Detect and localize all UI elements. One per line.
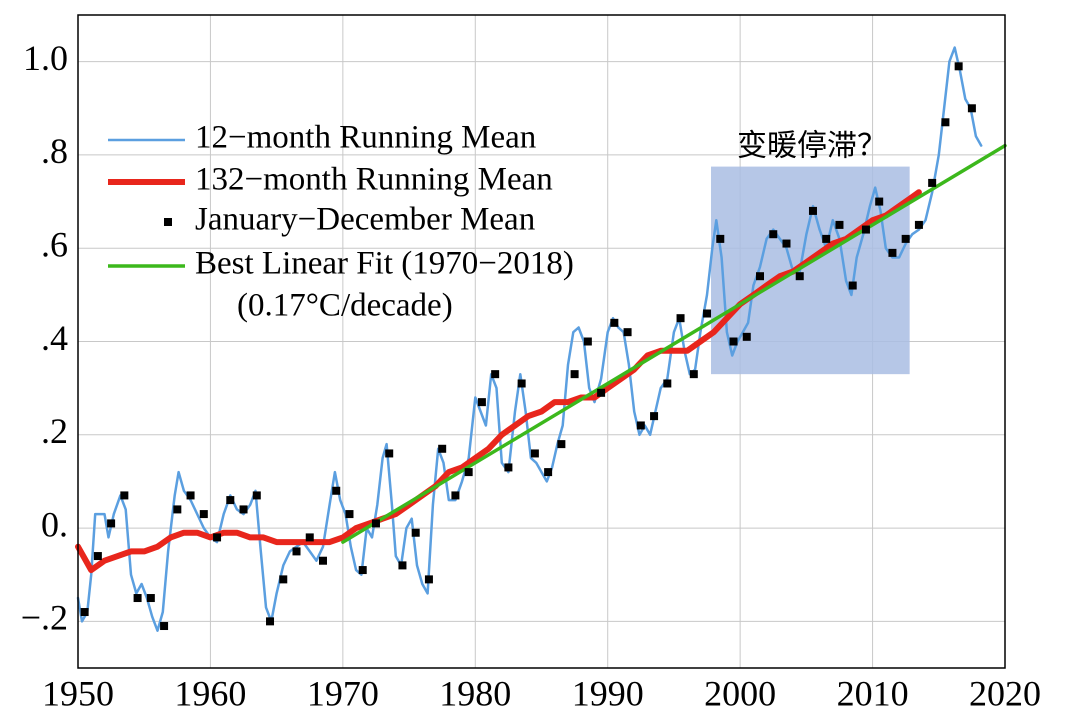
data-point bbox=[438, 444, 447, 453]
data-point bbox=[689, 370, 698, 379]
x-tick-label: 2000 bbox=[704, 673, 776, 713]
data-point bbox=[967, 104, 976, 113]
data-point bbox=[239, 505, 248, 514]
data-point bbox=[213, 533, 222, 542]
data-point bbox=[570, 370, 579, 379]
legend-label: 132−month Running Mean bbox=[195, 162, 553, 198]
data-point bbox=[941, 118, 950, 127]
data-point bbox=[133, 594, 142, 603]
data-point bbox=[279, 575, 288, 584]
plot-frame bbox=[77, 14, 1006, 669]
legend-label: Best Linear Fit (1970−2018) bbox=[195, 246, 574, 282]
data-point bbox=[663, 379, 672, 388]
data-point bbox=[477, 398, 486, 407]
data-point bbox=[795, 272, 804, 281]
data-point bbox=[93, 552, 102, 561]
data-point bbox=[914, 220, 923, 229]
data-point bbox=[332, 486, 341, 495]
data-point bbox=[371, 519, 380, 528]
data-point bbox=[411, 528, 420, 537]
x-tick-label: 1960 bbox=[174, 673, 246, 713]
data-point bbox=[385, 449, 394, 458]
data-point bbox=[729, 337, 738, 346]
data-point bbox=[491, 370, 500, 379]
data-point bbox=[928, 178, 937, 187]
data-point bbox=[186, 491, 195, 500]
data-point bbox=[345, 510, 354, 519]
y-tick-label: .8 bbox=[41, 131, 68, 171]
data-point bbox=[557, 440, 566, 449]
data-point bbox=[583, 337, 592, 346]
legend-label: 12−month Running Mean bbox=[195, 120, 536, 156]
data-point bbox=[266, 617, 275, 626]
x-tick-label: 1970 bbox=[307, 673, 379, 713]
data-point bbox=[742, 332, 751, 341]
data-point bbox=[107, 519, 116, 528]
data-point bbox=[464, 468, 473, 477]
data-point bbox=[623, 328, 632, 337]
y-tick-label: −.2 bbox=[21, 598, 68, 638]
x-tick-label: 2010 bbox=[837, 673, 909, 713]
data-line bbox=[341, 143, 1007, 544]
data-point bbox=[292, 547, 301, 556]
x-tick-label: 1950 bbox=[42, 673, 114, 713]
data-point bbox=[875, 197, 884, 206]
data-point bbox=[769, 230, 778, 239]
data-point bbox=[650, 412, 659, 421]
data-point bbox=[504, 463, 513, 472]
data-point bbox=[861, 225, 870, 234]
data-point bbox=[424, 575, 433, 584]
x-tick-label: 1990 bbox=[572, 673, 644, 713]
data-point bbox=[901, 234, 910, 243]
legend-marker bbox=[164, 218, 172, 226]
data-point bbox=[146, 594, 155, 603]
data-point bbox=[80, 608, 89, 617]
data-point bbox=[703, 309, 712, 318]
data-point bbox=[358, 566, 367, 575]
data-point bbox=[716, 234, 725, 243]
data-point bbox=[954, 62, 963, 71]
data-point bbox=[610, 318, 619, 327]
data-point bbox=[173, 505, 182, 514]
data-point bbox=[252, 491, 261, 500]
data-point bbox=[120, 491, 129, 500]
data-point bbox=[676, 314, 685, 323]
y-tick-label: 0. bbox=[41, 504, 68, 544]
x-tick-label: 2020 bbox=[969, 673, 1041, 713]
data-point bbox=[451, 491, 460, 500]
y-tick-label: .6 bbox=[41, 224, 68, 264]
data-point bbox=[305, 533, 314, 542]
data-point bbox=[808, 206, 817, 215]
data-point bbox=[160, 622, 169, 631]
annotation: (0.17°C/decade) bbox=[237, 288, 453, 324]
data-point bbox=[199, 510, 208, 519]
y-tick-label: 1.0 bbox=[23, 38, 68, 78]
y-tick-label: .2 bbox=[41, 411, 68, 451]
data-point bbox=[835, 220, 844, 229]
data-point bbox=[636, 421, 645, 430]
data-point bbox=[544, 468, 553, 477]
y-tick-label: .4 bbox=[41, 318, 68, 358]
annotation: 变暖停滞？ bbox=[737, 129, 887, 164]
data-point bbox=[517, 379, 526, 388]
data-point bbox=[398, 561, 407, 570]
data-point bbox=[888, 248, 897, 257]
data-point bbox=[782, 239, 791, 248]
data-point bbox=[756, 272, 765, 281]
data-point bbox=[848, 281, 857, 290]
data-point bbox=[822, 234, 831, 243]
data-point bbox=[226, 496, 235, 505]
legend-label: January−December Mean bbox=[195, 202, 535, 238]
data-point bbox=[530, 449, 539, 458]
data-point bbox=[318, 556, 327, 565]
x-tick-label: 1980 bbox=[439, 673, 511, 713]
data-point bbox=[597, 388, 606, 397]
